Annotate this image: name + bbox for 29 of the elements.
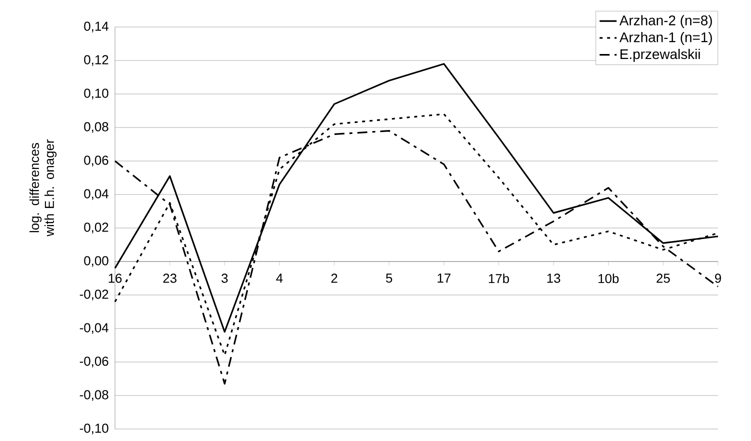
- x-tick-label: 2: [331, 274, 338, 283]
- y-tick-label: 0,02: [84, 222, 108, 234]
- y-tick-label: 0,06: [84, 156, 108, 166]
- y-tick-label: -0,10: [80, 424, 108, 434]
- x-tick-label: 23: [163, 274, 176, 283]
- y-tick-label: 0,08: [84, 122, 108, 133]
- x-tick-label: 4: [276, 274, 283, 283]
- y-axis-title: log. differences with E.h. onager: [30, 139, 57, 236]
- legend-label: Arzhan-1 (n=1): [619, 32, 712, 45]
- y-tick-label: 0,14: [84, 22, 108, 32]
- y-tick-label: -0,04: [80, 323, 108, 334]
- y-tick-label: -0,08: [80, 390, 108, 401]
- y-tick-label: 0,04: [84, 189, 108, 200]
- y-tick-label: -0,06: [80, 356, 108, 368]
- y-tick-label: 0,00: [84, 256, 108, 267]
- y-tick-label: 0,12: [84, 55, 108, 66]
- legend-label: E.przewalskii: [620, 48, 700, 62]
- legend-label: Arzhan-2 (n=8): [619, 15, 712, 28]
- y-tick-label: -0,02: [80, 290, 108, 300]
- x-tick-label: 3: [222, 274, 228, 283]
- x-tick-label: 10b: [598, 274, 619, 284]
- y-tick-label: 0,10: [84, 88, 108, 100]
- x-tick-label: 17b: [488, 274, 509, 284]
- x-tick-label: 9: [715, 274, 721, 283]
- x-tick-label: 16: [108, 274, 122, 283]
- x-tick-label: 17: [438, 274, 450, 283]
- x-tick-label: 13: [547, 274, 560, 283]
- x-tick-label: 25: [656, 274, 670, 283]
- x-tick-label: 5: [386, 274, 392, 283]
